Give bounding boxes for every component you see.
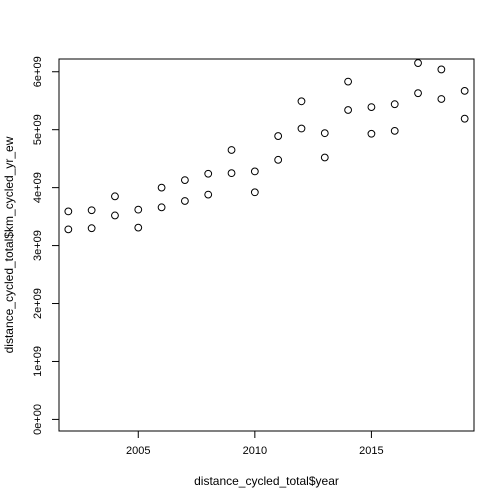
data-point xyxy=(227,169,236,178)
y-tick-label: 6e+09 xyxy=(32,56,44,87)
data-point xyxy=(320,153,329,162)
data-point xyxy=(157,203,166,212)
y-tick-label: 3e+09 xyxy=(32,230,44,261)
data-point xyxy=(204,169,213,178)
data-point xyxy=(274,132,283,140)
data-point xyxy=(414,59,422,67)
data-points xyxy=(64,59,469,234)
data-point xyxy=(180,176,189,185)
data-point xyxy=(227,146,236,154)
data-point xyxy=(134,223,143,232)
data-point xyxy=(250,188,259,197)
data-point xyxy=(437,95,446,103)
data-point xyxy=(390,100,399,109)
data-point xyxy=(111,192,119,201)
data-point xyxy=(157,183,166,192)
y-tick-label: 2e+09 xyxy=(32,288,44,319)
data-point xyxy=(297,97,306,106)
y-tick-label: 4e+09 xyxy=(32,172,44,203)
x-tick-label: 2010 xyxy=(243,445,267,457)
data-point xyxy=(390,126,399,135)
data-point xyxy=(414,89,422,98)
data-point xyxy=(64,207,73,216)
y-tick-label: 0e+00 xyxy=(32,404,44,435)
data-point xyxy=(344,106,353,114)
data-point xyxy=(111,211,119,220)
data-point xyxy=(250,167,259,176)
data-point xyxy=(460,86,469,95)
x-tick-label: 2005 xyxy=(126,445,150,457)
data-point xyxy=(64,225,73,234)
data-point xyxy=(437,65,446,74)
data-point xyxy=(87,206,96,215)
data-point xyxy=(134,205,143,214)
data-point xyxy=(460,114,469,123)
y-tick-label: 5e+09 xyxy=(32,114,44,145)
x-tick-label: 2015 xyxy=(359,445,383,457)
data-point xyxy=(367,103,376,111)
y-axis-title: distance_cycled_total$km_cycled_yr_ew xyxy=(2,136,16,353)
data-point xyxy=(87,224,96,233)
data-point xyxy=(344,77,353,86)
x-axis-title: distance_cycled_total$year xyxy=(194,474,339,488)
data-point xyxy=(274,155,283,164)
x-axis: 2005 2010 2015 xyxy=(126,430,384,457)
data-point xyxy=(297,124,306,133)
y-axis: 0e+00 1e+09 2e+09 3e+09 4e+09 5e+09 6e+09 xyxy=(32,56,60,435)
y-tick-label: 1e+09 xyxy=(32,346,44,377)
data-point xyxy=(180,197,189,205)
data-point xyxy=(367,129,376,138)
plot-box xyxy=(58,58,475,432)
data-point xyxy=(320,129,329,138)
data-point xyxy=(204,190,213,199)
